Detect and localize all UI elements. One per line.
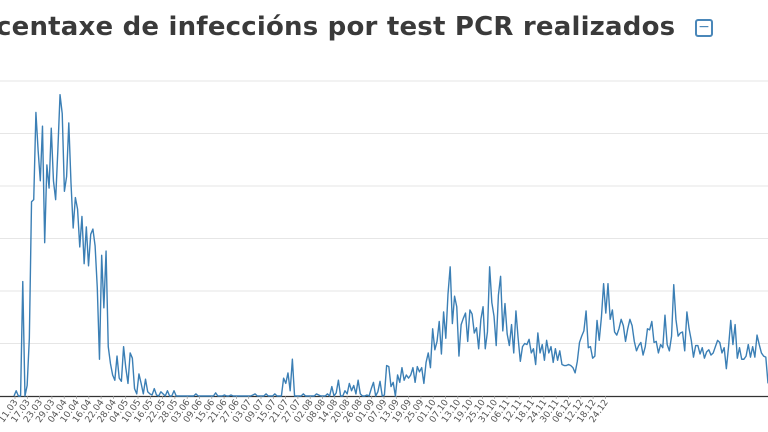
chart-title: centaxe de infeccións por test PCR reali… (0, 12, 676, 42)
series-line (13, 93, 768, 397)
gridlines (0, 80, 768, 344)
minus-square-icon[interactable]: − (695, 19, 713, 37)
x-axis-ticks: 11.0317.0323.0329.0304.0410.0416.0422.04… (0, 396, 611, 425)
